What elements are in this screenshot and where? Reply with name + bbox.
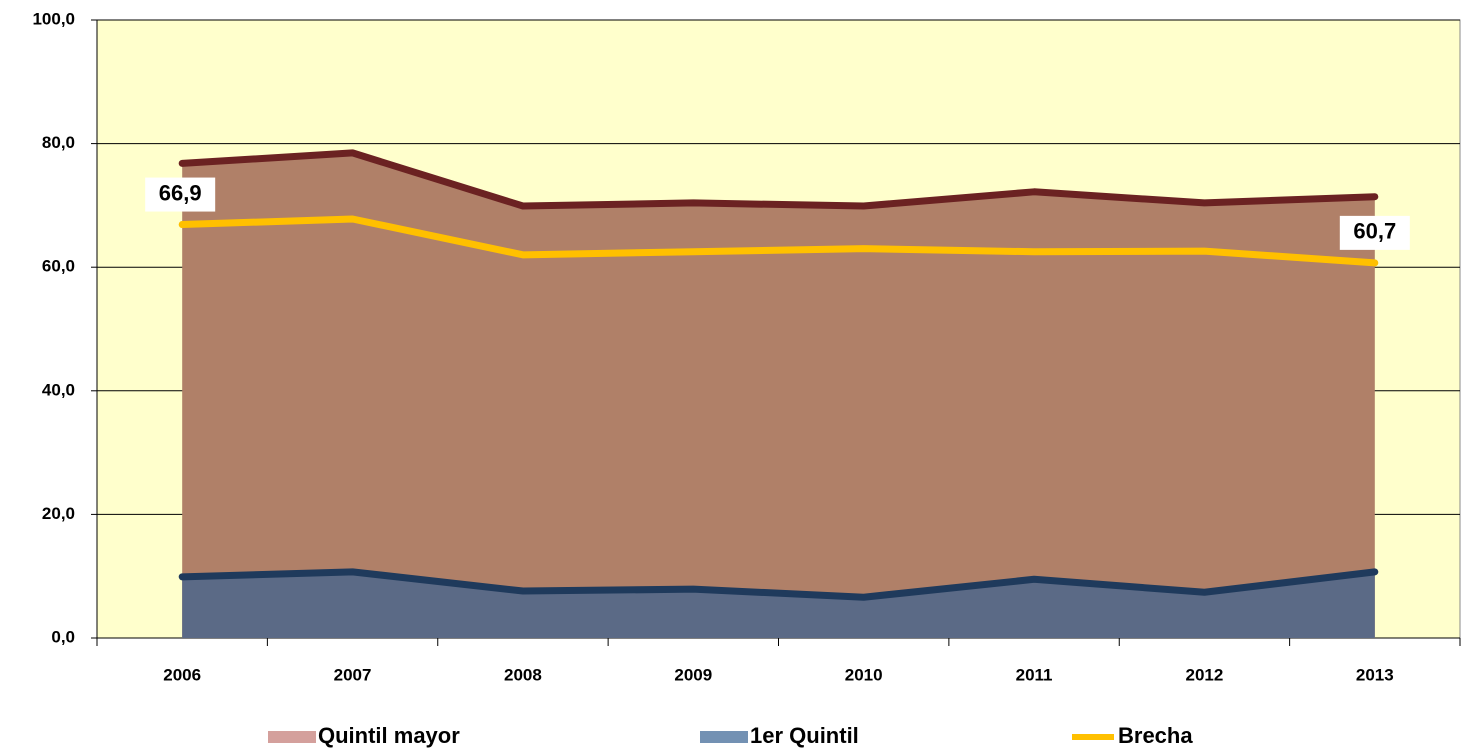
y-tick-label: 40,0 xyxy=(42,380,75,399)
data-label: 60,7 xyxy=(1353,219,1396,244)
x-tick-label: 2009 xyxy=(674,665,712,684)
x-tick-label: 2013 xyxy=(1356,665,1394,684)
legend-label: Quintil mayor xyxy=(318,723,460,748)
x-tick-label: 2012 xyxy=(1186,665,1224,684)
legend-label: 1er Quintil xyxy=(750,723,859,748)
legend-label: Brecha xyxy=(1118,723,1193,748)
y-tick-label: 0,0 xyxy=(51,627,75,646)
x-tick-label: 2008 xyxy=(504,665,542,684)
data-label-box xyxy=(1339,215,1410,250)
legend-swatch xyxy=(700,731,748,743)
line xyxy=(178,215,1379,267)
x-tick-label: 2011 xyxy=(1016,665,1053,684)
data-label: 66,9 xyxy=(159,180,202,205)
x-tick-label: 2007 xyxy=(334,665,372,684)
line xyxy=(178,568,1379,601)
y-tick-label: 100,0 xyxy=(32,9,75,28)
data-label-box xyxy=(145,177,216,212)
y-tick-label: 60,0 xyxy=(42,257,75,276)
y-tick-label: 20,0 xyxy=(42,504,75,523)
legend-swatch xyxy=(268,731,316,743)
x-tick-label: 2010 xyxy=(845,665,883,684)
line xyxy=(178,149,1379,210)
area xyxy=(182,152,1375,638)
y-tick-label: 80,0 xyxy=(42,133,75,152)
x-tick-label: 2006 xyxy=(163,665,201,684)
